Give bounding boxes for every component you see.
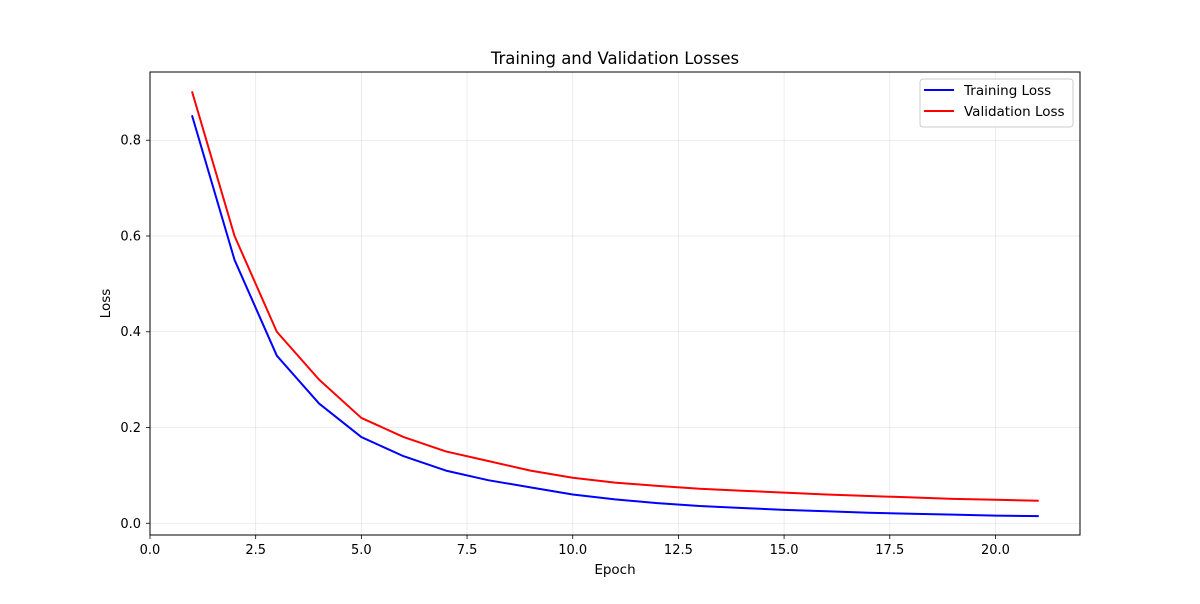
plot-frame [149,71,1081,536]
y-axis-label: Loss [98,289,114,319]
chart-title: Training and Validation Losses [490,49,739,68]
y-tick-label: 0.6 [120,229,141,244]
x-tick-label: 2.5 [245,543,266,558]
y-tick-label: 0.4 [120,325,141,340]
x-tick-label: 0.0 [140,543,161,558]
legend-box [919,78,1074,128]
x-tick-label: 20.0 [981,543,1010,558]
x-tick-label: 7.5 [457,543,478,558]
x-tick-label: 12.5 [664,543,693,558]
training-loss-legend-label: Training Loss [963,83,1051,99]
y-axis-ticks: 0.0 0.2 0.4 0.6 0.8 [120,134,150,532]
x-axis-ticks: 0.0 2.5 5.0 7.5 10.0 12.5 15.0 17.5 20.0 [140,535,1010,558]
series-lines [191,91,1039,518]
y-tick-label: 0.8 [120,134,141,149]
validation-loss-legend-label: Validation Loss [964,104,1065,120]
x-tick-label: 17.5 [875,543,904,558]
x-tick-label: 15.0 [770,543,799,558]
legend: Training Loss Validation Loss [919,78,1074,128]
y-tick-label: 0.2 [120,421,141,436]
x-axis-label: Epoch [594,562,635,578]
training-loss-line [191,115,1039,518]
grid [149,72,1080,535]
legend-items: Training Loss Validation Loss [924,83,1065,120]
x-tick-label: 5.0 [351,543,372,558]
validation-loss-line [191,91,1039,502]
x-tick-label: 10.0 [558,543,587,558]
y-tick-label: 0.0 [120,517,141,532]
